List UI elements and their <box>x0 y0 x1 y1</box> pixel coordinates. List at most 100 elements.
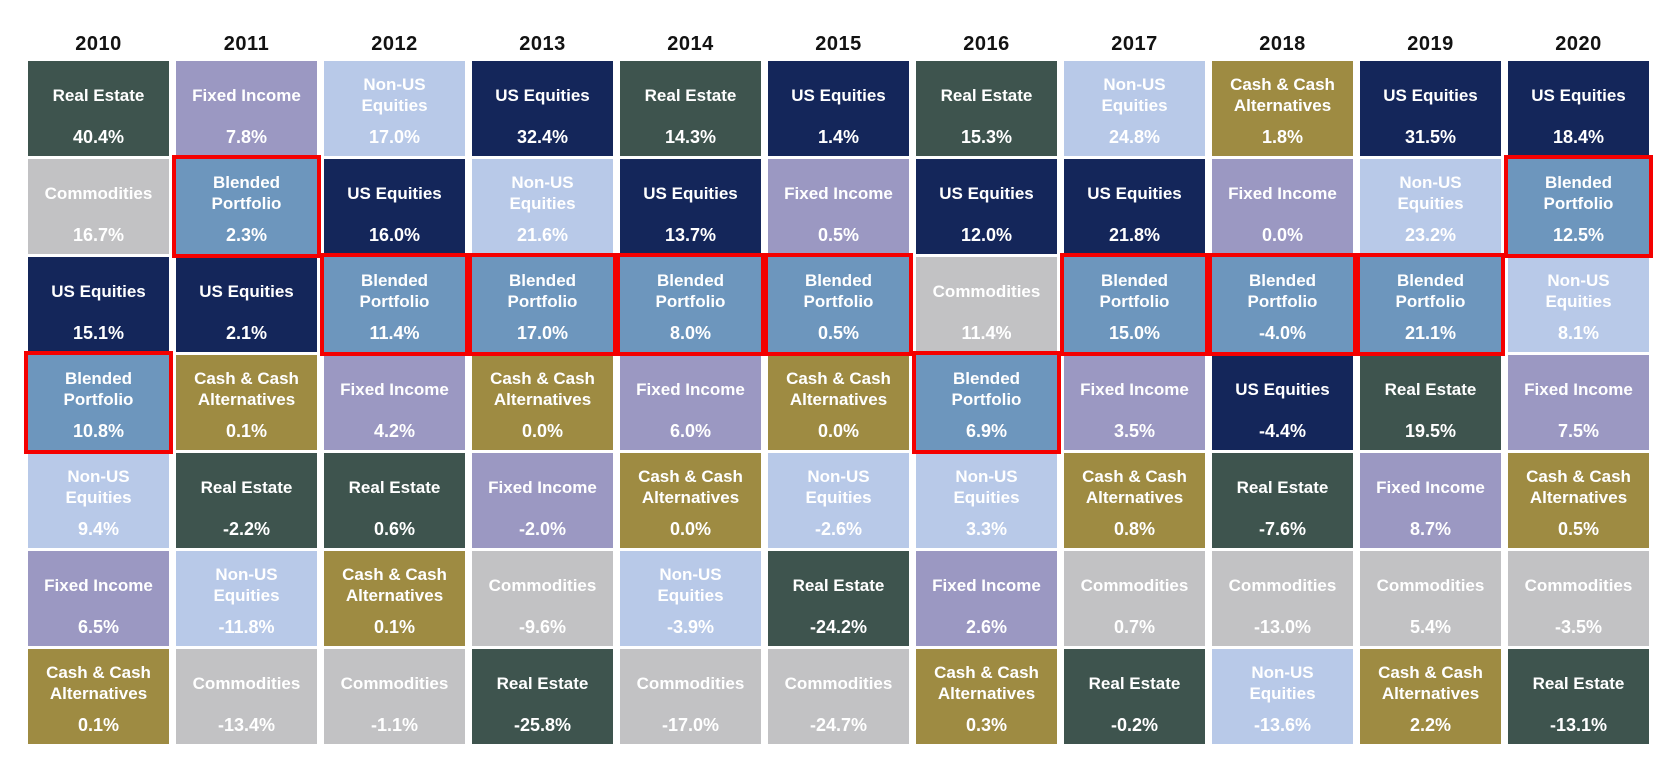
return-value: 0.0% <box>521 421 564 441</box>
return-value: 4.2% <box>373 421 416 441</box>
asset-label-line: US Equities <box>495 85 590 105</box>
return-value: -0.2% <box>1110 715 1159 735</box>
asset-label-line: Alternatives <box>345 586 444 605</box>
return-cell-real_estate: Real Estate -7.6% <box>1212 453 1353 548</box>
asset-label-line: Real Estate <box>644 85 737 105</box>
return-value: 8.0% <box>669 323 712 343</box>
asset-label: Real Estate <box>1508 649 1649 715</box>
return-cell-us_equities: US Equities 16.0% <box>324 159 465 254</box>
asset-label-line: Real Estate <box>52 85 145 105</box>
asset-label: Blended Portfolio <box>324 257 465 323</box>
asset-label-line: Fixed Income <box>636 379 745 399</box>
asset-label: US Equities <box>1064 159 1205 225</box>
asset-label: Fixed Income <box>768 159 909 225</box>
asset-label-line: US Equities <box>1383 85 1478 105</box>
asset-label: Commodities <box>1508 551 1649 617</box>
return-cell-us_equities: US Equities 2.1% <box>176 257 317 352</box>
asset-label-line: Blended <box>212 173 281 193</box>
return-value: 18.4% <box>1552 127 1605 147</box>
asset-label: US Equities <box>1212 355 1353 421</box>
return-cell-fixed_income: Fixed Income 6.0% <box>620 355 761 450</box>
asset-label: Real Estate <box>324 453 465 519</box>
year-header: 2016 <box>963 33 1010 55</box>
asset-label-line: US Equities <box>939 183 1034 203</box>
return-value: 1.4% <box>817 127 860 147</box>
return-value: -13.4% <box>217 715 276 735</box>
return-value: -24.7% <box>809 715 868 735</box>
return-cell-non_us: Non-US Equities 24.8% <box>1064 61 1205 156</box>
year-cells: Cash & Cash Alternatives 1.8% Fixed Income 0… <box>1212 61 1353 744</box>
asset-label: Cash & Cash Alternatives <box>28 649 169 715</box>
asset-label: Non-US Equities <box>1064 61 1205 127</box>
asset-label: Blended Portfolio <box>768 257 909 323</box>
return-value: 1.8% <box>1261 127 1304 147</box>
asset-label: Real Estate <box>1360 355 1501 421</box>
asset-label: US Equities <box>1508 61 1649 127</box>
asset-label: Blended Portfolio <box>1064 257 1205 323</box>
asset-label-line: Portfolio <box>1099 292 1170 311</box>
return-cell-real_estate: Real Estate 40.4% <box>28 61 169 156</box>
return-cell-non_us: Non-US Equities 23.2% <box>1360 159 1501 254</box>
asset-label-line: Real Estate <box>1532 673 1625 693</box>
year-header: 2013 <box>519 33 566 55</box>
asset-label-line: Cash & Cash <box>342 565 447 585</box>
return-cell-fixed_income: Fixed Income 6.5% <box>28 551 169 646</box>
return-value: 32.4% <box>516 127 569 147</box>
asset-label: Cash & Cash Alternatives <box>1360 649 1501 715</box>
return-value: -4.4% <box>1258 421 1307 441</box>
return-cell-cash: Cash & Cash Alternatives 0.0% <box>472 355 613 450</box>
asset-label-line: Portfolio <box>1543 194 1614 213</box>
return-value: 21.8% <box>1108 225 1161 245</box>
year-header: 2012 <box>371 33 418 55</box>
asset-label-line: Commodities <box>1080 575 1189 595</box>
return-value: 0.7% <box>1113 617 1156 637</box>
asset-label: Blended Portfolio <box>1360 257 1501 323</box>
asset-label-line: Blended <box>1396 271 1465 291</box>
asset-label-line: US Equities <box>347 183 442 203</box>
return-cell-cash: Cash & Cash Alternatives 0.0% <box>620 453 761 548</box>
asset-label-line: Alternatives <box>49 684 148 703</box>
asset-label-line: Real Estate <box>496 673 589 693</box>
asset-label-line: Real Estate <box>1384 379 1477 399</box>
asset-label: Blended Portfolio <box>916 355 1057 421</box>
asset-label: Commodities <box>916 257 1057 323</box>
asset-label: Non-US Equities <box>1360 159 1501 225</box>
return-value: 0.6% <box>373 519 416 539</box>
year-cells: Non-US Equities 24.8% US Equities 21.8% Blend… <box>1064 61 1205 744</box>
return-value: -13.0% <box>1253 617 1312 637</box>
asset-label: Fixed Income <box>1064 355 1205 421</box>
return-value: 2.2% <box>1409 715 1452 735</box>
year-header: 2011 <box>223 33 270 55</box>
year-header: 2015 <box>815 33 862 55</box>
return-value: 10.8% <box>72 421 125 441</box>
return-cell-non_us: Non-US Equities 21.6% <box>472 159 613 254</box>
return-value: -9.6% <box>518 617 567 637</box>
asset-label-line: Alternatives <box>937 684 1036 703</box>
asset-label-line: Blended <box>360 271 429 291</box>
asset-label-line: Cash & Cash <box>786 369 891 389</box>
return-value: 11.4% <box>961 323 1012 343</box>
return-value: 16.0% <box>368 225 421 245</box>
return-cell-blended: Blended Portfolio 8.0% <box>620 257 761 352</box>
asset-label: Fixed Income <box>28 551 169 617</box>
asset-label-line: Non-US <box>1251 663 1314 683</box>
return-value: 17.0% <box>368 127 421 147</box>
year-cells: Real Estate 14.3% US Equities 13.7% Blended P… <box>620 61 761 744</box>
year-header: 2017 <box>1111 33 1158 55</box>
asset-label: Commodities <box>28 159 169 225</box>
asset-label-line: Cash & Cash <box>46 663 151 683</box>
return-cell-cash: Cash & Cash Alternatives 0.1% <box>176 355 317 450</box>
return-cell-commodities: Commodities 11.4% <box>916 257 1057 352</box>
year-cells: US Equities 18.4% Blended Portfolio 12.5% Non… <box>1508 61 1649 744</box>
return-value: 7.5% <box>1557 421 1600 441</box>
return-value: 15.3% <box>960 127 1013 147</box>
return-cell-fixed_income: Fixed Income 7.8% <box>176 61 317 156</box>
return-value: -24.2% <box>809 617 868 637</box>
return-value: 7.8% <box>225 127 268 147</box>
asset-label-line: Fixed Income <box>932 575 1041 595</box>
return-cell-non_us: Non-US Equities -11.8% <box>176 551 317 646</box>
year-column-2016: 2016 Real Estate 15.3% US Equities 12.0% Comm… <box>916 28 1057 744</box>
asset-label: Real Estate <box>620 61 761 127</box>
asset-label: Non-US Equities <box>176 551 317 617</box>
year-header: 2019 <box>1407 33 1454 55</box>
